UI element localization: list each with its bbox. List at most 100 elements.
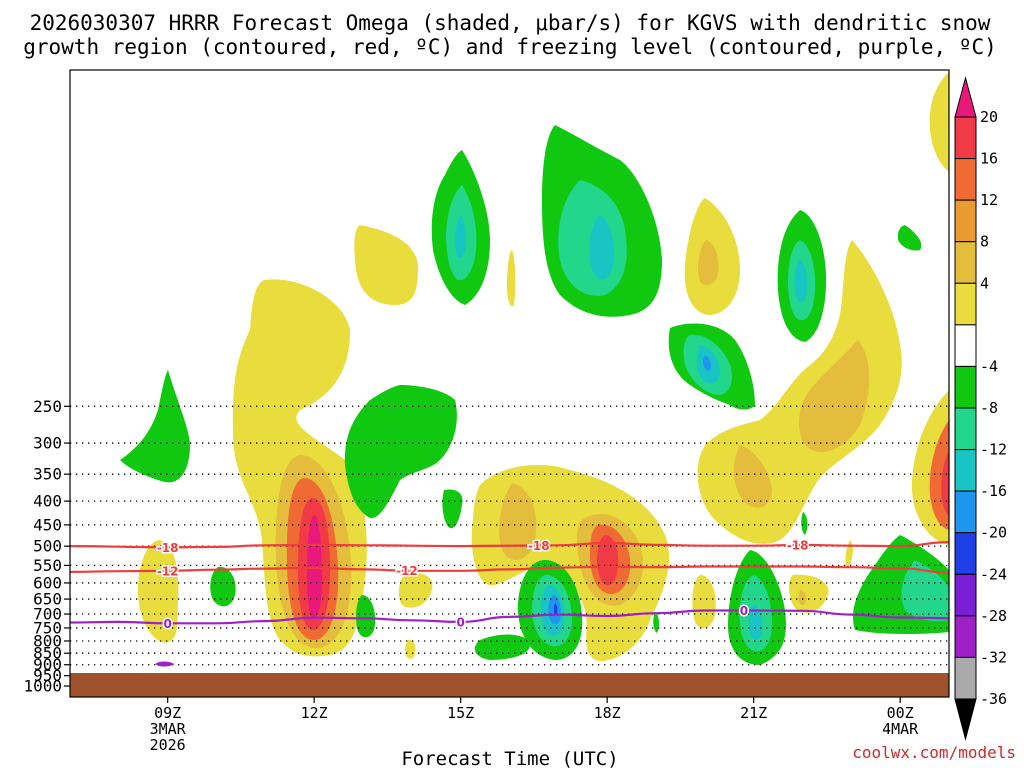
y-tick-label-800: 800 xyxy=(33,631,62,650)
colorbar-label-5: -4 xyxy=(980,357,998,375)
colorbar-label-6: -8 xyxy=(980,399,998,417)
colorbar-bin-8 xyxy=(954,449,977,492)
contour-label-2-0: 0 xyxy=(163,617,171,631)
y-tick-label-900: 900 xyxy=(33,655,62,674)
x-tick-label-24-1: 4MAR xyxy=(882,720,919,738)
colorbar-label-3: 8 xyxy=(980,233,989,251)
isotherm-contours: -18 -18 -18 -12 -12 0 0 0 xyxy=(70,537,949,632)
x-tick-label-12-0: 12Z xyxy=(301,704,328,722)
omega-downward-region-09z xyxy=(120,370,190,483)
omega-upward-region-16z-8 xyxy=(499,483,537,560)
colorbar-label-0: 20 xyxy=(980,108,998,126)
colorbar-bottom-arrow xyxy=(954,698,977,741)
omega-downward-region-1930z-sliver xyxy=(653,612,660,633)
omega-downward-region-22z-lightblue xyxy=(794,260,808,303)
contour-line-0 xyxy=(70,541,949,549)
colorbar-label-1: 16 xyxy=(980,150,998,168)
omega-shading xyxy=(120,72,949,665)
freezing-level-small-contour xyxy=(155,661,175,667)
omega-downward-region-15z-small xyxy=(442,489,463,529)
omega-upward-region-2330z-sliver xyxy=(845,540,853,568)
colorbar-bin-5 xyxy=(954,324,977,367)
colorbar-label-13: -36 xyxy=(980,690,1007,708)
colorbar-label-7: -12 xyxy=(980,441,1007,459)
omega-upward-region-00z-upper xyxy=(929,72,949,172)
colorbar-bin-2 xyxy=(954,199,977,243)
colorbar-bin-10 xyxy=(954,532,977,575)
contour-line-1 xyxy=(70,565,949,574)
plot-area: -18 -18 -18 -12 -12 0 0 0 xyxy=(70,70,949,697)
omega-upward-region-21z-8 xyxy=(733,445,772,508)
omega-downward-region-14z xyxy=(344,385,457,519)
colorbar-bin-9 xyxy=(954,490,977,534)
colorbar-bin-7 xyxy=(954,407,977,451)
y-tick-label-350: 350 xyxy=(33,465,62,484)
omega-upward-region-12z-20 xyxy=(307,515,322,618)
x-tick-label-24-0: 00Z xyxy=(887,704,914,722)
colorbar-bin-3 xyxy=(954,241,977,284)
x-axis-label: Forecast Time (UTC) xyxy=(401,748,618,768)
y-tick-label-950: 950 xyxy=(33,666,62,685)
colorbar-label-8: -16 xyxy=(980,482,1007,500)
y-tick-label-650: 650 xyxy=(33,590,62,609)
colorbar-label-9: -20 xyxy=(980,524,1007,542)
colorbar-bin-11 xyxy=(954,573,977,617)
y-tick-label-600: 600 xyxy=(33,573,62,592)
colorbar-label-2: 12 xyxy=(980,191,998,209)
y-tick-label-550: 550 xyxy=(33,556,62,575)
contour-label-0-0: -18 xyxy=(157,541,179,555)
colorbar-label-11: -28 xyxy=(980,607,1007,625)
omega-downward-region-10z xyxy=(210,566,236,607)
x-tick-label-18-0: 18Z xyxy=(594,704,621,722)
colorbar-bin-1 xyxy=(954,158,977,201)
y-tick-label-300: 300 xyxy=(33,434,62,453)
plot-frame xyxy=(69,69,950,698)
y-tick-label-1000: 1000 xyxy=(23,677,62,696)
colorbar-label-4: 4 xyxy=(980,274,989,292)
omega-downward-region-1330z-low xyxy=(356,595,376,638)
omega-downward-region-2330z-upper xyxy=(897,225,922,251)
contour-label-2-1: 0 xyxy=(456,615,464,629)
y-tick-label-500: 500 xyxy=(33,537,62,556)
omega-upward-region-22z-8 xyxy=(798,340,870,453)
y-tick-label-700: 700 xyxy=(33,605,62,624)
omega-downward-region-15z-lightblue xyxy=(455,215,466,258)
contour-label-1-1: -12 xyxy=(396,564,418,578)
omega-downward-region-18z-lightblue xyxy=(589,215,615,280)
y-tick-label-250: 250 xyxy=(33,397,62,416)
chart-title-line-2: growth region (contoured, red, ºC) and f… xyxy=(23,35,997,59)
x-tick-label-21-0: 21Z xyxy=(740,704,767,722)
omega-downward-region-00z-cyan xyxy=(901,560,949,622)
contour-label-2-2: 0 xyxy=(740,604,748,618)
y-axis-ticks: 2503003504004505005506006507007508008509… xyxy=(23,397,70,696)
x-tick-label-15-0: 15Z xyxy=(447,704,474,722)
colorbar: 20 16 12 8 4 -4 -8 -12 -16 -20 -24 -28 -32 -36 xyxy=(954,76,1007,741)
contour-label-0-1: -18 xyxy=(528,539,550,553)
colorbar-label-12: -32 xyxy=(980,648,1007,666)
omega-upward-region-2230z-8 xyxy=(798,590,807,606)
omega-upward-region-00z-16 xyxy=(941,450,949,516)
omega-upward-region-14z-sfc xyxy=(405,639,416,659)
ground-terrain xyxy=(70,673,949,697)
colorbar-label-10: -24 xyxy=(980,565,1007,583)
contour-label-0-2: -18 xyxy=(787,539,809,553)
y-tick-label-750: 750 xyxy=(33,618,62,637)
omega-upward-region-18z-16 xyxy=(597,535,619,586)
omega-downward-region-2230z-sliver xyxy=(801,512,808,535)
x-tick-label-9-0: 09Z xyxy=(154,704,181,722)
omega-downward-region-20z-blue xyxy=(703,355,711,371)
y-tick-label-450: 450 xyxy=(33,515,62,534)
omega-downward-region-21z-lightblue xyxy=(748,605,763,640)
credit-text: coolwx.com/models xyxy=(852,743,1016,762)
colorbar-bin-13 xyxy=(954,656,977,700)
colorbar-bin-0 xyxy=(954,116,977,160)
contour-line-2 xyxy=(70,609,949,625)
omega-upward-region-1530z-sliver xyxy=(506,250,516,307)
omega-upward-region-1330z xyxy=(354,225,418,305)
contour-label-1-0: -12 xyxy=(157,564,179,578)
colorbar-bin-12 xyxy=(954,615,977,658)
omega-upward-region-19z-low xyxy=(692,575,716,629)
chart-title-line-1: 2026030307 HRRR Forecast Omega (shaded, … xyxy=(30,11,991,35)
